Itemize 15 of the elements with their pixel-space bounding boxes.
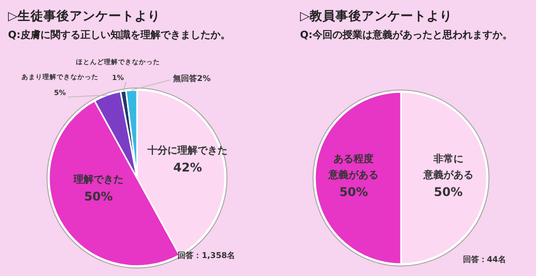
slice-label: ある程度意義がある <box>328 153 379 181</box>
data-label: 50% <box>339 185 368 199</box>
text: 回答：44名 <box>462 255 506 264</box>
chart-subtitle: Q:今回の授業は意義があったと思われますか。 <box>300 29 512 41</box>
text: 回答：1,358名 <box>178 251 235 260</box>
slice-label: 十分に理解できた <box>146 144 228 156</box>
chart-title: ▷教員事後アンケートより <box>300 8 453 23</box>
data-label: 50% <box>84 190 113 204</box>
chart-title: ▷生徒事後アンケートより <box>8 8 161 23</box>
data-label: 50% <box>434 185 463 199</box>
slice-label: 理解できた <box>72 174 124 186</box>
data-label: 42% <box>173 160 202 174</box>
slice-label: 無回答2% <box>172 74 211 83</box>
slice-label: 非常に意義がある <box>422 153 474 181</box>
chart-subtitle: Q:皮膚に関する正しい知識を理解できましたか。 <box>8 29 230 41</box>
